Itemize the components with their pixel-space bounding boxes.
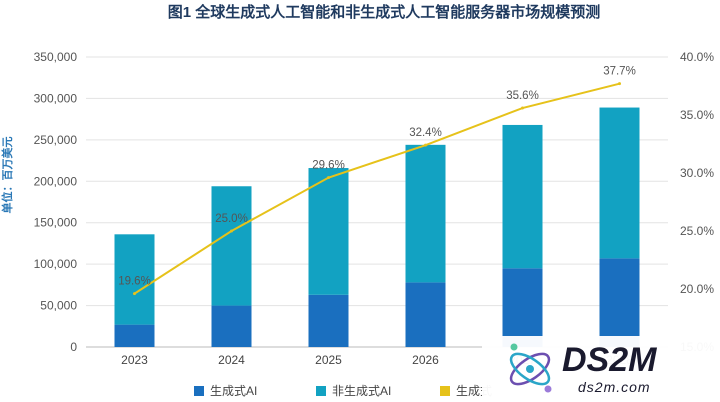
share-point (133, 292, 136, 296)
legend-swatch-genai (194, 386, 204, 396)
y2-tick-label: 25.0% (680, 224, 714, 238)
legend: 生成式AI 非生成式AI 生成式 (194, 384, 492, 398)
bar-non-genai (502, 124, 543, 269)
share-point (230, 229, 233, 233)
y-tick-label: 50,000 (40, 299, 77, 313)
y-axis-label: 单位：百万美元 (0, 137, 14, 214)
x-tick-label: 2024 (218, 353, 245, 367)
watermark-url: ds2m.com (578, 379, 651, 395)
bar-genai (599, 258, 640, 347)
x-tick-label: 2026 (412, 353, 439, 367)
watermark-atom-icon (509, 343, 552, 393)
bar-non-genai (114, 234, 155, 325)
y2-tick-label: 30.0% (680, 166, 714, 180)
share-point (521, 106, 524, 110)
y-tick-label: 350,000 (34, 50, 78, 64)
bar-non-genai (599, 107, 640, 259)
legend-swatch-non-genai (316, 386, 326, 396)
gridlines (86, 56, 668, 348)
legend-label-non-genai: 非生成式AI (332, 384, 391, 398)
share-point (424, 143, 427, 147)
y2-tick-label: 40.0% (680, 50, 714, 64)
watermark-background (482, 336, 720, 402)
bar-genai (308, 294, 349, 347)
y-tick-label: 0 (70, 340, 77, 354)
legend-swatch-share (440, 386, 450, 396)
bar-non-genai (308, 168, 349, 295)
bar-series (114, 107, 640, 347)
y-tick-label: 150,000 (34, 216, 78, 230)
share-data-label: 32.4% (409, 127, 442, 139)
x-tick-label: 2025 (315, 353, 342, 367)
share-data-label: 19.6% (118, 276, 151, 288)
bar-genai (502, 268, 543, 347)
bar-non-genai (405, 144, 446, 283)
share-data-label: 37.7% (603, 66, 636, 78)
legend-label-genai: 生成式AI (210, 384, 257, 398)
share-data-label: 35.6% (506, 90, 539, 102)
y2-tick-label: 35.0% (680, 108, 714, 122)
share-point (327, 176, 330, 180)
share-line-series: 19.6% 25.0% 29.6% 32.4% 35.6% 37.7% (118, 66, 636, 296)
bar-genai (114, 324, 155, 347)
bar-genai (405, 282, 446, 347)
share-data-label: 25.0% (215, 213, 248, 225)
share-line (133, 82, 620, 295)
bar-genai (211, 305, 252, 347)
y-tick-label: 250,000 (34, 133, 78, 147)
y-tick-label: 100,000 (34, 257, 78, 271)
x-tick-label: 2023 (121, 353, 148, 367)
y-tick-label: 300,000 (34, 91, 78, 105)
y2-tick-label: 20.0% (680, 282, 714, 296)
bar-non-genai (211, 186, 252, 306)
y2-axis-ticks: 15.0%20.0%25.0%30.0%35.0%40.0% (680, 50, 714, 354)
y-axis-ticks: 0 50,000 100,000 150,000 200,000 250,000 300,0… (34, 50, 78, 354)
y-tick-label: 200,000 (34, 174, 78, 188)
chart-title: 图1 全球生成式人工智能和非生成式人工智能服务器市场规模预测 (168, 3, 601, 21)
watermark: DS2M ds2m.com (482, 336, 720, 402)
watermark-brand: DS2M (562, 341, 657, 379)
share-data-label: 29.6% (312, 160, 345, 172)
share-point (618, 82, 621, 86)
